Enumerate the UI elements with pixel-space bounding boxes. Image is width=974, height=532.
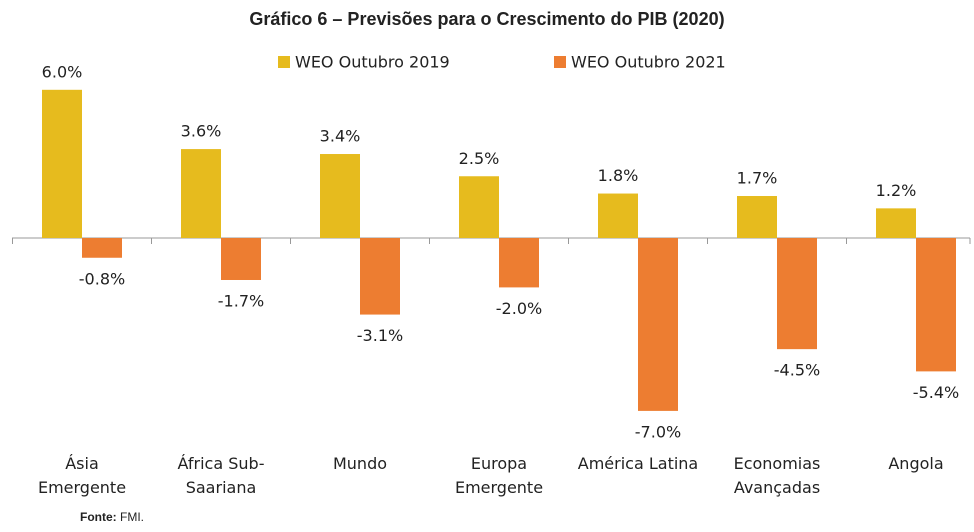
bar	[737, 196, 777, 238]
x-tick-label: Europa Emergente	[454, 454, 544, 497]
data-label: 6.0%	[42, 62, 83, 81]
data-label: 1.8%	[598, 166, 639, 185]
x-tick-label: Angola	[888, 454, 944, 473]
bar	[320, 154, 360, 238]
legend-label: WEO Outubro 2019	[295, 53, 450, 72]
bar	[181, 149, 221, 238]
x-tick-label: América Latina	[577, 454, 699, 473]
data-label: -1.7%	[218, 291, 264, 310]
bar	[42, 89, 82, 238]
data-label: -3.1%	[357, 326, 403, 345]
source-label: Fonte:	[80, 510, 117, 524]
data-label: -7.0%	[635, 422, 681, 441]
data-label: 3.4%	[320, 127, 361, 146]
x-tick-label: África Sub-Saariana	[177, 454, 265, 497]
data-label: -5.4%	[913, 383, 959, 402]
bar	[82, 238, 122, 258]
source: Fonte: FMI.	[80, 510, 144, 524]
data-label: -4.5%	[774, 361, 820, 380]
data-label: -0.8%	[79, 269, 125, 288]
bar	[499, 238, 539, 288]
legend-swatch	[554, 56, 566, 68]
data-label: 1.7%	[737, 169, 778, 188]
bar	[876, 208, 916, 238]
bar	[598, 193, 638, 238]
data-label: 2.5%	[459, 149, 500, 168]
bar	[360, 238, 400, 315]
data-label: 1.2%	[876, 181, 917, 200]
x-tick-label: Ásia Emergente	[37, 454, 127, 497]
bar	[777, 238, 817, 350]
source-text: FMI.	[120, 510, 144, 524]
bar	[459, 176, 499, 238]
chart-title: Gráfico 6 – Previsões para o Crescimento…	[249, 9, 724, 29]
legend-label: WEO Outubro 2021	[571, 53, 726, 72]
bar	[916, 238, 956, 372]
bar	[221, 238, 261, 280]
data-label: 3.6%	[181, 122, 222, 141]
x-tick-label: Mundo	[332, 454, 388, 473]
bar	[638, 238, 678, 411]
data-label: -2.0%	[496, 299, 542, 318]
x-tick-label: Economias Avançadas	[733, 454, 821, 497]
legend-swatch	[278, 56, 290, 68]
